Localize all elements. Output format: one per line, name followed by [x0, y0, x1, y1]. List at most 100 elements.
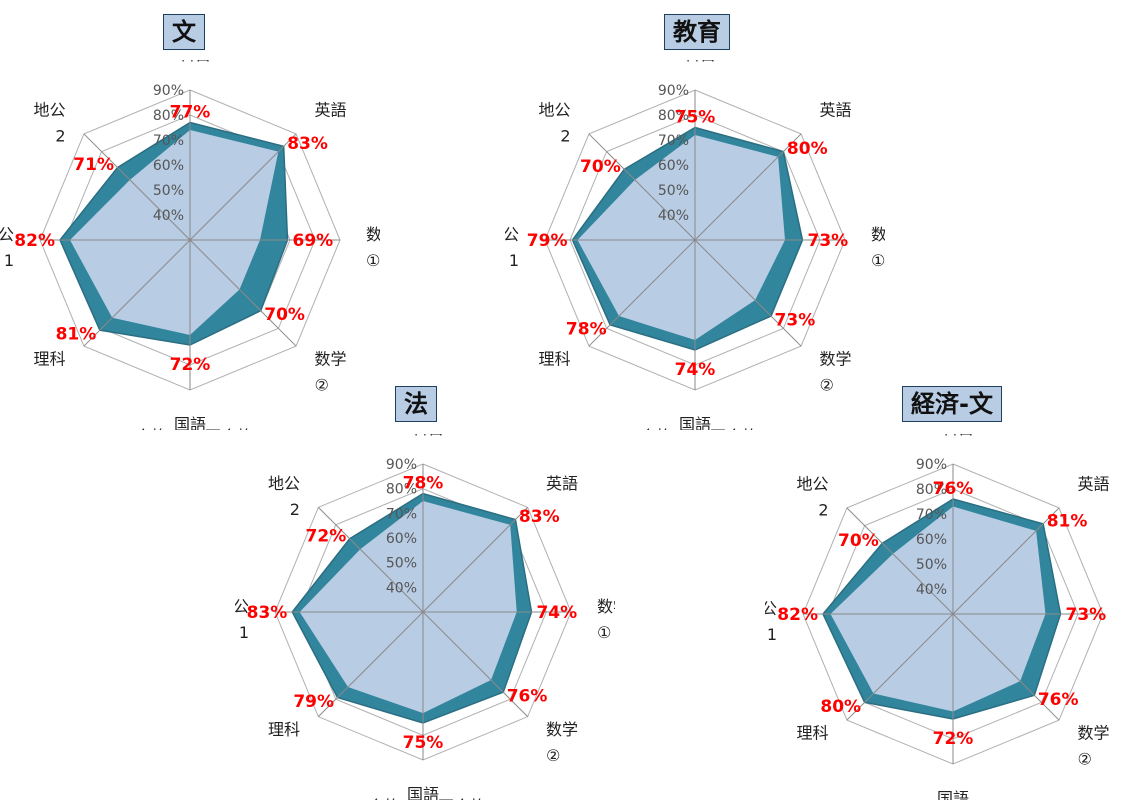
radar-chart-kyoiku: 40%50%60%70%80%90%75%80%73%73%74%78%79%7…: [505, 60, 885, 430]
category-label: 数学: [366, 225, 380, 244]
series-fail-area: [577, 135, 785, 340]
category-label: 7科目: [674, 60, 716, 64]
radar-chart-keizai-bun: 40% 50% 60% 70% 80% 90% 76% 81% 73% 76% 72% 80% 82% 7…: [765, 434, 1109, 800]
value-label: 79%: [527, 231, 568, 251]
category-label: 理科: [539, 349, 571, 368]
value-label: 76%: [1038, 690, 1079, 710]
value-label: 78%: [403, 474, 444, 494]
legend-label-pass: 合格: [135, 427, 167, 430]
category-label: ②: [546, 746, 560, 765]
axis-spoke: [83, 239, 191, 347]
value-label: 76%: [933, 479, 974, 499]
radar-chart-ho: 40% 50% 60% 70% 80% 90%78% 83% 74% 76% 75% 79% 83% 7…: [235, 434, 615, 800]
axis-spoke: [846, 613, 954, 721]
category-label: 1: [239, 623, 249, 642]
legend-label-fail: 不合格: [438, 797, 486, 800]
scale-tick-label: 80%: [153, 108, 184, 124]
category-label: 国語: [174, 415, 206, 430]
category-label: 数学: [1077, 723, 1109, 742]
axis-spoke: [317, 506, 424, 613]
scale-tick-label: 60%: [153, 158, 184, 174]
scale-tick-label: 60%: [916, 532, 947, 548]
series-fail-area: [70, 130, 279, 335]
category-label: ②: [819, 375, 833, 394]
value-label: 75%: [675, 108, 716, 128]
scale-tick-label: 90%: [916, 457, 947, 473]
scale-tick-label: 50%: [386, 556, 417, 572]
scale-tick-label: 40%: [153, 208, 184, 224]
scale-tick-label: 40%: [916, 582, 947, 598]
value-label: 69%: [293, 231, 334, 251]
scale-tick-label: 50%: [916, 557, 947, 573]
scale-tick-label: 60%: [658, 158, 689, 174]
category-label: 7科目: [402, 434, 444, 438]
category-label: 数学: [597, 597, 615, 616]
value-label: 70%: [264, 305, 305, 325]
scale-tick-label: 40%: [658, 208, 689, 224]
scale-tick-label: 80%: [386, 482, 417, 498]
series-fail-area: [299, 501, 517, 714]
category-label: 地公: [268, 474, 300, 493]
category-label: 理科: [268, 720, 300, 739]
category-label: 理科: [797, 723, 829, 742]
value-label: 83%: [247, 603, 288, 623]
value-label: 77%: [170, 103, 211, 123]
scale-tick-label: 90%: [153, 83, 184, 99]
value-label: 81%: [1047, 511, 1088, 531]
axis-spoke: [588, 133, 696, 241]
value-label: 74%: [675, 360, 716, 380]
series-fail-area: [830, 506, 1046, 712]
value-label: 73%: [1066, 605, 1107, 625]
category-label: 2: [818, 501, 828, 520]
category-label: 2: [55, 127, 65, 146]
category-label: 数学: [871, 225, 885, 244]
category-label: 国語: [407, 785, 439, 800]
value-label: 73%: [808, 231, 849, 251]
axis-spoke: [694, 239, 802, 347]
category-label: 地公: [797, 475, 829, 494]
legend-label-pass: 合格: [640, 427, 672, 430]
value-label: 73%: [775, 311, 816, 331]
value-label: 72%: [170, 355, 211, 375]
chart-title-keizai-bun: 経済-文: [902, 386, 1002, 422]
axis-spoke: [189, 133, 297, 241]
category-label: 英語: [546, 474, 578, 493]
category-label: 1: [509, 251, 519, 270]
chart-title-bun: 文: [163, 14, 205, 50]
category-label: 7科目: [169, 60, 211, 64]
category-label: 地公: [0, 225, 14, 244]
value-label: 76%: [507, 687, 548, 707]
category-label: 地公: [235, 597, 249, 616]
value-label: 81%: [56, 325, 97, 345]
category-label: ②: [314, 375, 328, 394]
category-label: 国語: [937, 789, 969, 800]
value-label: 72%: [306, 526, 347, 546]
value-label: 71%: [73, 155, 114, 175]
category-label: 英語: [1077, 475, 1109, 494]
legend-label-fail: 不合格: [710, 427, 758, 430]
value-label: 83%: [519, 507, 560, 527]
category-label: 2: [290, 500, 300, 519]
axis-spoke: [83, 133, 191, 241]
value-label: 80%: [820, 697, 861, 717]
category-label: ①: [597, 623, 611, 642]
value-label: 82%: [14, 231, 55, 251]
scale-tick-label: 50%: [153, 183, 184, 199]
category-label: 理科: [34, 349, 66, 368]
chart-title-kyoiku: 教育: [664, 14, 730, 50]
scale-tick-label: 90%: [658, 83, 689, 99]
axis-spoke: [952, 507, 1060, 615]
category-label: 地公: [539, 101, 571, 120]
value-label: 82%: [777, 605, 818, 625]
scale-tick-label: 60%: [386, 531, 417, 547]
scale-tick-label: 70%: [658, 133, 689, 149]
category-label: 地公: [505, 225, 519, 244]
axis-spoke: [694, 133, 802, 241]
axis-spoke: [588, 239, 696, 347]
value-label: 80%: [787, 139, 828, 159]
category-label: 数学: [314, 349, 346, 368]
axis-spoke: [422, 611, 529, 718]
value-label: 79%: [293, 692, 334, 712]
legend-label-fail: 不合格: [205, 427, 253, 430]
